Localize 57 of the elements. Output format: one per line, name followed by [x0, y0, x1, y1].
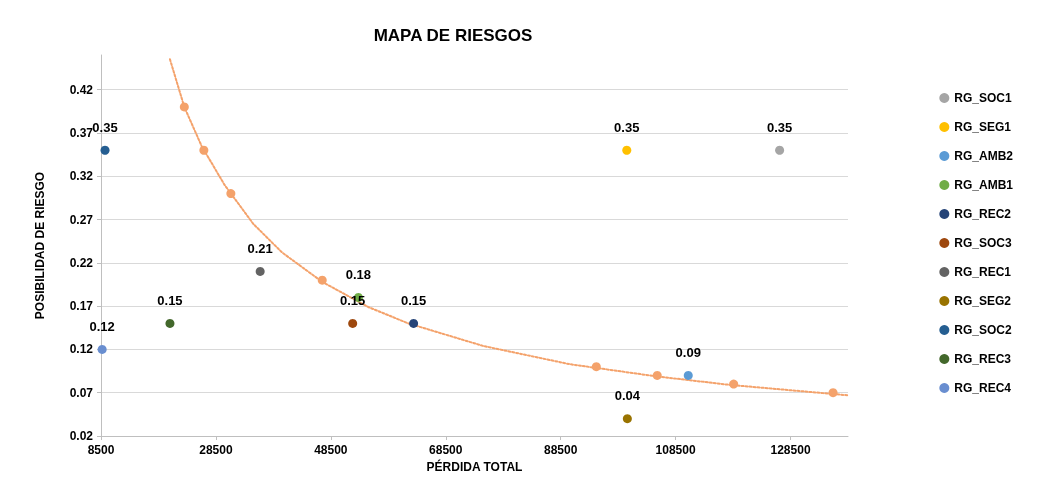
- chart-title: MAPA DE RIESGOS: [373, 26, 533, 45]
- point: [179, 102, 189, 112]
- y-tick-label: 0.42: [69, 82, 94, 97]
- legend-label: RG_SEG2: [954, 294, 1012, 308]
- y-tick-label: 0.07: [69, 385, 94, 400]
- legend-label: RG_REC4: [954, 381, 1012, 395]
- legend-label: RG_REC2: [954, 207, 1012, 221]
- x-tick-label: 68500: [429, 443, 463, 457]
- data-label: 0.35: [614, 119, 640, 135]
- x-tick-label: 108500: [655, 443, 696, 457]
- x-tick-label: 128500: [770, 443, 811, 457]
- point: [683, 370, 693, 380]
- x-tick-label: 8500: [87, 443, 115, 457]
- data-label: 0.15: [157, 292, 183, 308]
- point: [828, 388, 838, 398]
- point: [591, 362, 601, 372]
- legend-label: RG_SOC2: [954, 323, 1012, 337]
- legend-label: RG_SOC3: [954, 236, 1012, 250]
- y-tick-label: 0.22: [69, 255, 94, 270]
- x-axis-title: PÉRDIDA TOTAL: [426, 458, 523, 474]
- point: [622, 145, 632, 155]
- data-label: 0.09: [675, 344, 701, 360]
- x-tick-label: 48500: [314, 443, 348, 457]
- point: [652, 370, 662, 380]
- point: [255, 266, 265, 276]
- legend-label: RG_REC1: [954, 265, 1012, 279]
- data-label: 0.04: [614, 388, 641, 404]
- point: [409, 318, 419, 328]
- point: [317, 275, 327, 285]
- point: [226, 189, 236, 199]
- y-tick-label: 0.02: [69, 429, 94, 443]
- x-tick-label: 88500: [544, 443, 578, 457]
- y-tick-label: 0.12: [69, 342, 94, 357]
- point: [775, 145, 785, 155]
- data-label: 0.15: [400, 292, 427, 308]
- legend-label: RG_AMB1: [954, 178, 1014, 192]
- data-label: 0.18: [345, 266, 372, 282]
- point: [348, 318, 358, 328]
- legend-label: RG_AMB2: [954, 149, 1014, 163]
- point: [622, 414, 632, 424]
- point: [97, 344, 107, 354]
- legend-label: RG_SEG1: [954, 120, 1012, 134]
- data-label: 0.21: [247, 240, 273, 256]
- y-tick-label: 0.32: [69, 169, 94, 184]
- data-label: 0.12: [89, 318, 115, 334]
- point: [100, 145, 110, 155]
- y-tick-label: 0.17: [69, 299, 94, 314]
- point: [165, 318, 175, 328]
- y-axis-title: POSIBILIDAD DE RIESGO: [33, 171, 47, 320]
- data-label: 0.35: [92, 119, 118, 135]
- point: [199, 145, 209, 155]
- data-label: 0.35: [766, 119, 793, 135]
- legend-label: RG_REC3: [954, 352, 1012, 366]
- x-tick-label: 28500: [199, 443, 233, 457]
- legend-label: RG_SOC1: [954, 91, 1012, 105]
- point: [729, 379, 739, 389]
- y-tick-label: 0.27: [69, 212, 94, 227]
